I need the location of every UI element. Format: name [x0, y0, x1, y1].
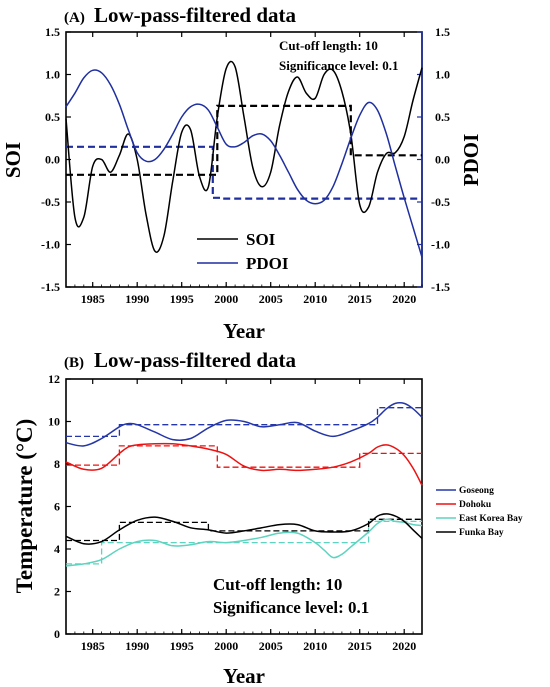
x-tick-label: 2000 [214, 292, 238, 306]
x-tick-label: 1985 [81, 639, 105, 653]
east-korea-bay-series-line [65, 518, 423, 567]
legend-pdoi-label: PDOI [246, 254, 289, 273]
soi-series-line [65, 60, 423, 253]
funka-bay-series-line [65, 513, 423, 545]
panel-a-label: (A) [64, 10, 85, 26]
panel-b-label: (B) [64, 355, 84, 371]
x-tick-label: 2015 [348, 639, 372, 653]
y-tick-label: 6 [54, 500, 60, 514]
dohoku-regime-mean-line [66, 445, 422, 468]
x-tick-label: 2020 [392, 292, 416, 306]
panel-b: (B) Low-pass-filtered data 1985 1990 1995 2… [12, 348, 523, 687]
panel-b-significance-annotation: Significance level: 0.1 [213, 598, 369, 617]
goseong-regime-mean-line [66, 407, 422, 438]
east-korea-bay-regime-mean-line [66, 520, 422, 565]
x-tick-label: 1995 [170, 292, 194, 306]
x-tick-label: 1990 [125, 292, 149, 306]
y-tick-label: 12 [48, 372, 60, 386]
x-tick-label: 2010 [303, 639, 327, 653]
right-y-tick-label: 0.5 [435, 110, 450, 124]
right-y-tick-label: -1.0 [431, 238, 450, 252]
x-tick-label: 1990 [125, 639, 149, 653]
panel-a-left-y-ticks: 1.5 1.0 0.5 0.0 -0.5 -1.0 -1.5 [41, 25, 71, 294]
x-tick-label: 1995 [170, 639, 194, 653]
pdoi-regime-mean-line [66, 145, 422, 200]
panel-a-cutoff-annotation: Cut-off length: 10 [279, 38, 378, 53]
panel-a-x-axis-title: Year [223, 319, 265, 343]
goseong-series-line [65, 402, 423, 447]
legend-goseong-label: Goseong [459, 486, 494, 496]
panel-a-series [65, 60, 423, 258]
x-tick-label: 2015 [348, 292, 372, 306]
panel-a-legend: SOI PDOI [197, 230, 289, 273]
x-tick-label: 2020 [392, 639, 416, 653]
x-tick-label: 2000 [214, 639, 238, 653]
panel-a: (A) Low-pass-filtered data 1985 1990 1995 2… [1, 3, 483, 343]
y-tick-label: 8 [54, 457, 60, 471]
legend-dohoku-label: Dohoku [459, 500, 492, 510]
right-y-tick-label: 0.0 [435, 153, 450, 167]
panel-b-plot-frame [65, 378, 423, 635]
pdoi-series-line [65, 69, 423, 258]
panel-b-title: Low-pass-filtered data [94, 348, 297, 372]
y-tick-label: -1.0 [41, 238, 60, 252]
right-y-tick-label: 1.5 [435, 25, 450, 39]
panel-a-left-y-axis-title: SOI [1, 142, 25, 178]
y-tick-label: -1.5 [41, 280, 60, 294]
panel-b-y-axis-title: Temperature (°C) [12, 419, 37, 594]
legend-funka-bay-label: Funka Bay [459, 528, 504, 538]
y-tick-label: 2 [54, 585, 60, 599]
panel-b-series [65, 402, 423, 567]
y-tick-label: -0.5 [41, 195, 60, 209]
y-tick-label: 0.5 [45, 110, 60, 124]
right-y-tick-label: -0.5 [431, 195, 450, 209]
panel-b-y-ticks: 0 2 4 6 8 10 12 [48, 372, 71, 641]
y-tick-label: 0.0 [45, 153, 60, 167]
panel-b-regime-means [66, 407, 422, 565]
panel-a-x-ticks: 1985 1990 1995 2000 2005 2010 2015 2020 [65, 32, 423, 306]
legend-soi-label: SOI [246, 230, 276, 249]
panel-b-legend: Goseong Dohoku East Korea Bay Funka Bay [436, 486, 523, 538]
x-tick-label: 2005 [259, 639, 283, 653]
right-y-tick-label: -1.5 [431, 280, 450, 294]
y-tick-label: 4 [54, 542, 60, 556]
panel-b-cutoff-annotation: Cut-off length: 10 [213, 575, 342, 594]
panel-a-significance-annotation: Significance level: 0.1 [279, 58, 399, 73]
panel-b-x-ticks: 1985 1990 1995 2000 2005 2010 2015 2020 [65, 379, 423, 653]
legend-east-korea-bay-label: East Korea Bay [459, 514, 523, 524]
y-tick-label: 1.0 [45, 68, 60, 82]
panel-a-right-y-ticks: 1.5 1.0 0.5 0.0 -0.5 -1.0 -1.5 [417, 25, 450, 294]
y-tick-label: 0 [54, 627, 60, 641]
x-tick-label: 2010 [303, 292, 327, 306]
dohoku-series-line [65, 442, 423, 486]
x-tick-label: 2005 [259, 292, 283, 306]
y-tick-label: 1.5 [45, 25, 60, 39]
panel-b-x-axis-title: Year [223, 664, 265, 687]
right-y-tick-label: 1.0 [435, 68, 450, 82]
x-tick-label: 1985 [81, 292, 105, 306]
panel-a-right-y-axis-title: PDOI [459, 134, 483, 187]
funka-bay-regime-mean-line [66, 518, 422, 542]
panel-a-title: Low-pass-filtered data [94, 3, 297, 27]
y-tick-label: 10 [48, 415, 60, 429]
